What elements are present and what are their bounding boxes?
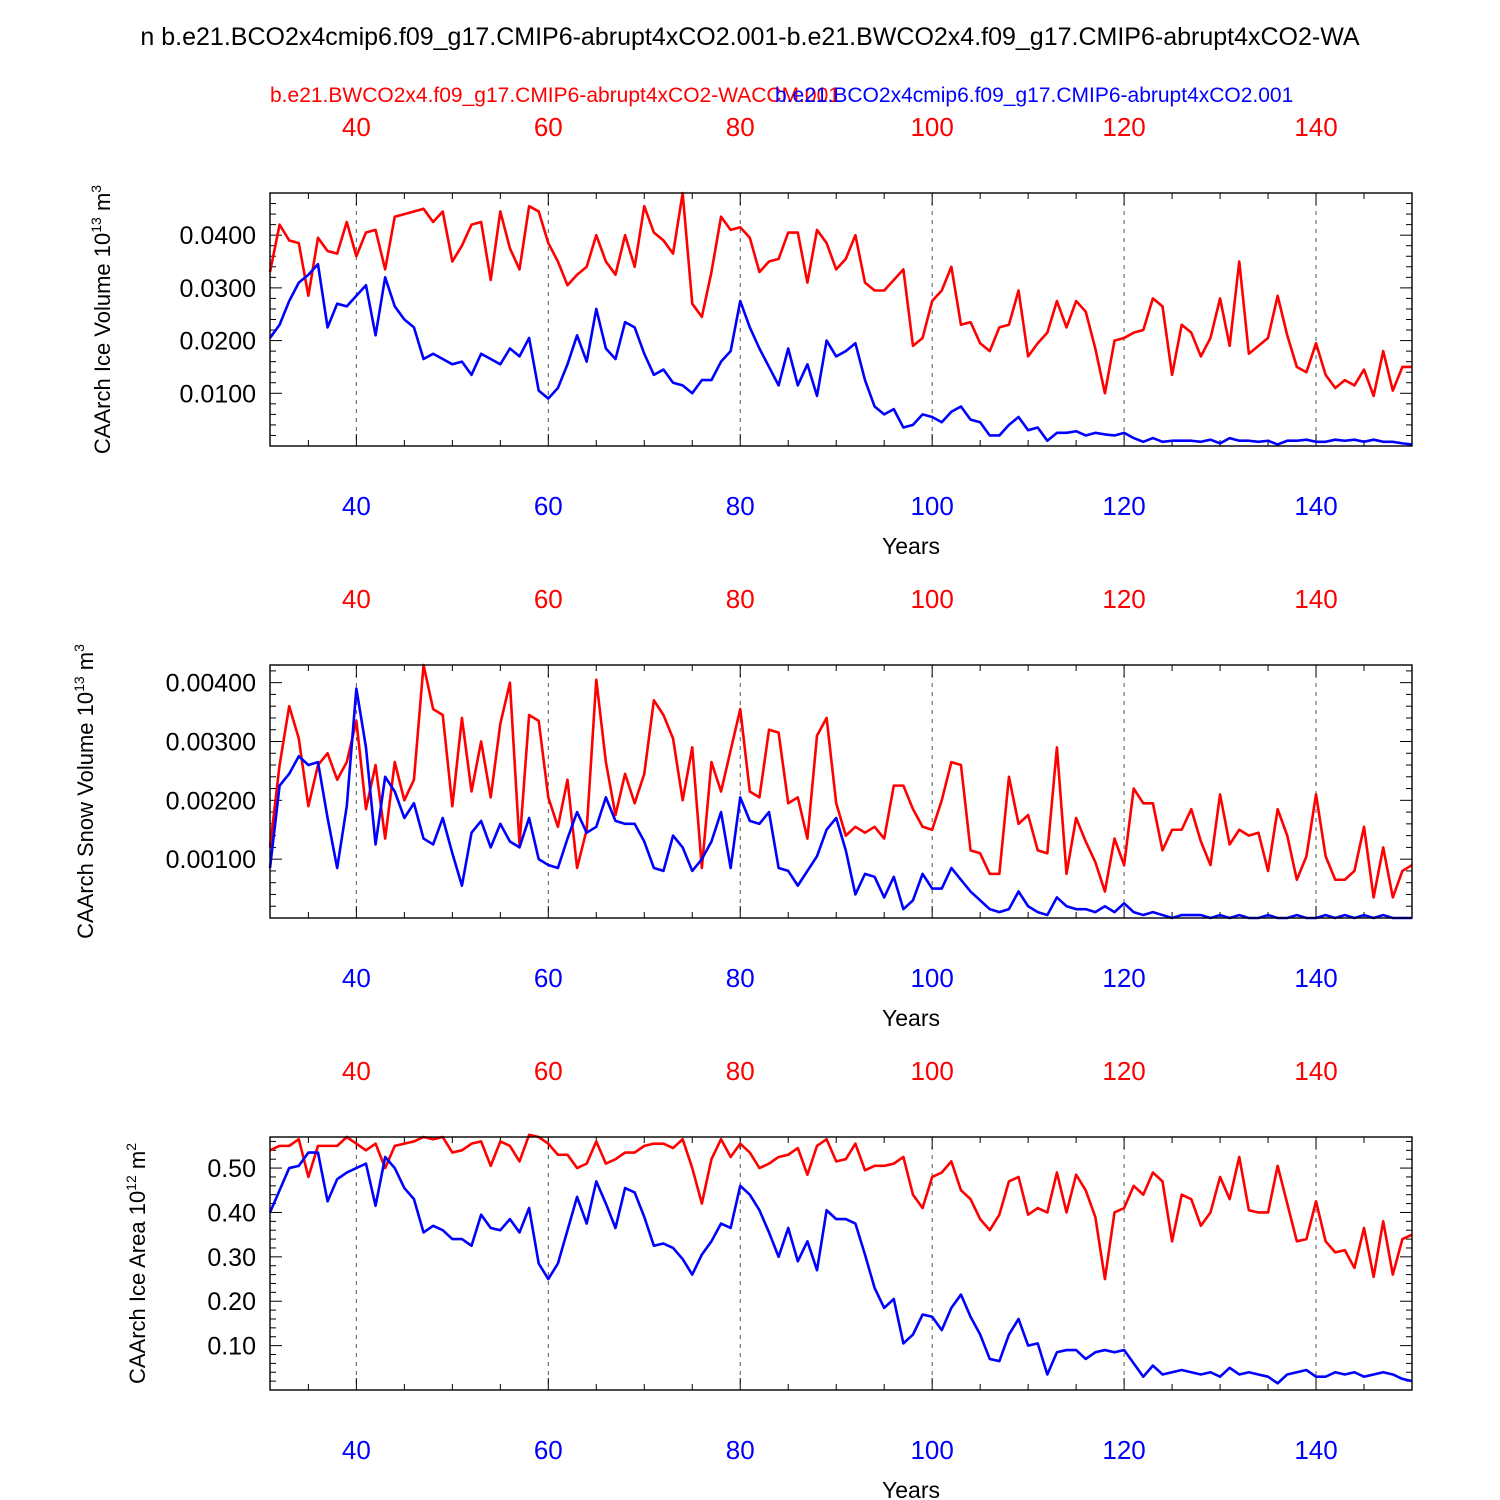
figure-title: n b.e21.BCO2x4cmip6.f09_g17.CMIP6-abrupt…	[140, 23, 1359, 51]
y-tick-label: 0.40	[207, 1199, 256, 1227]
x-tick-label: 100	[910, 1435, 953, 1465]
y-tick-label: 0.00200	[166, 787, 256, 815]
x-tick-label-top: 140	[1294, 584, 1337, 614]
plot-frame	[269, 1136, 1413, 1391]
x-tick-label-top: 100	[910, 1056, 953, 1086]
x-tick-label: 120	[1102, 1435, 1145, 1465]
legend-red-label: b.e21.BWCO2x4.f09_g17.CMIP6-abrupt4xCO2-…	[270, 84, 840, 107]
x-tick-label-top: 60	[534, 1056, 563, 1086]
x-tick-label-top: 60	[534, 112, 563, 142]
chart-panels: 40 40 60 60 80 80 100 100 120 120 140 140 0.0100 0.02…	[71, 112, 1413, 1500]
y-tick-label: 0.50	[207, 1155, 256, 1183]
x-axis-label: Years	[882, 1477, 940, 1500]
x-tick-label-top: 40	[342, 112, 371, 142]
x-tick-label-top: 80	[726, 584, 755, 614]
x-tick-label-top: 120	[1102, 1056, 1145, 1086]
x-tick-label-top: 140	[1294, 1056, 1337, 1086]
series-line-red	[268, 663, 1413, 899]
chart-panel-1: 40 40 60 60 80 80 100 100 120 120 140 140 0.0100 0.02…	[88, 112, 1413, 559]
plot-frame	[269, 192, 1413, 447]
y-tick-label: 0.30	[207, 1244, 256, 1272]
y-axis-label: CAArch Ice Volume 1013 m3	[88, 185, 115, 454]
x-axis-label: Years	[882, 533, 940, 559]
x-tick-label-top: 60	[534, 584, 563, 614]
y-tick-label: 0.0200	[180, 328, 256, 356]
chart-panel-2: 40 40 60 60 80 80 100 100 120 120 140 140 0.00100 0.0…	[71, 584, 1413, 1031]
x-tick-label-top: 120	[1102, 584, 1145, 614]
x-tick-label: 80	[726, 963, 755, 993]
x-tick-label: 140	[1294, 963, 1337, 993]
legend-blue-label: b.e21.BCO2x4cmip6.f09_g17.CMIP6-abrupt4x…	[775, 84, 1293, 107]
x-tick-label: 80	[726, 491, 755, 521]
series-line-blue	[268, 687, 1412, 920]
x-tick-label-top: 100	[910, 584, 953, 614]
x-tick-label: 80	[726, 1435, 755, 1465]
y-tick-label: 0.00100	[166, 846, 256, 874]
y-tick-label: 0.00300	[166, 728, 256, 756]
y-tick-label: 0.0300	[180, 275, 256, 303]
x-tick-label: 140	[1294, 1435, 1337, 1465]
x-tick-label: 40	[342, 963, 371, 993]
x-tick-label: 40	[342, 491, 371, 521]
y-tick-label: 0.20	[207, 1288, 256, 1316]
x-axis-label: Years	[882, 1005, 940, 1031]
x-tick-label-top: 40	[342, 1056, 371, 1086]
x-tick-label-top: 140	[1294, 112, 1337, 142]
chart-panel-3: 40 40 60 60 80 80 100 100 120 120 140 140 0.10 0.20 0.…	[123, 1056, 1413, 1500]
x-tick-label: 120	[1102, 963, 1145, 993]
x-tick-label-top: 80	[726, 1056, 755, 1086]
x-tick-label: 120	[1102, 491, 1145, 521]
series-line-red	[269, 1133, 1413, 1281]
y-axis-label: CAArch Snow Volume 1013 m3	[71, 644, 98, 939]
x-tick-label: 140	[1294, 491, 1337, 521]
x-tick-label-top: 40	[342, 584, 371, 614]
series-line-red	[268, 191, 1412, 398]
x-tick-label: 100	[910, 963, 953, 993]
x-tick-label-top: 100	[910, 112, 953, 142]
x-tick-label: 60	[534, 963, 563, 993]
x-tick-label: 60	[534, 1435, 563, 1465]
x-tick-label: 40	[342, 1435, 371, 1465]
x-tick-label-top: 80	[726, 112, 755, 142]
y-axis-label: CAArch Ice Area 1012 m2	[123, 1143, 150, 1384]
plot-frame	[269, 664, 1413, 919]
series-line-blue	[268, 262, 1413, 446]
x-tick-label: 100	[910, 491, 953, 521]
x-tick-label: 60	[534, 491, 563, 521]
y-tick-label: 0.0100	[180, 380, 256, 408]
y-tick-label: 0.10	[207, 1333, 256, 1361]
y-tick-label: 0.0400	[180, 222, 256, 250]
series-line-blue	[268, 1151, 1413, 1385]
x-tick-label-top: 120	[1102, 112, 1145, 142]
y-tick-label: 0.00400	[166, 670, 256, 698]
